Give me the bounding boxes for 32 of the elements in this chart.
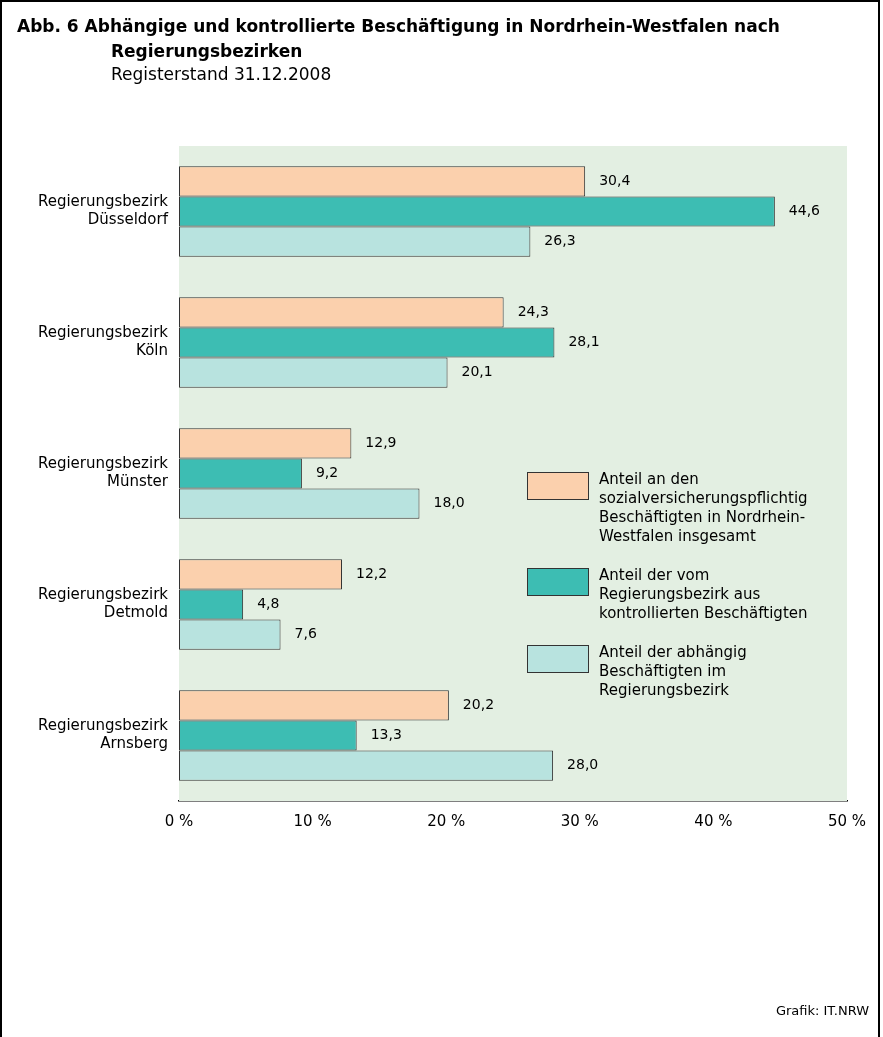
x-tick-label: 40 %: [694, 811, 733, 830]
x-tick-label: 20 %: [427, 811, 466, 830]
x-tick-label: 30 %: [560, 811, 599, 830]
x-tick-label: 50 %: [827, 811, 867, 830]
y-tick-label: Regierungsbezirk Köln: [37, 323, 169, 360]
y-tick-label: Regierungsbezirk Düsseldorf: [37, 192, 169, 229]
y-tick-label: Regierungsbezirk Arnsberg: [37, 716, 169, 753]
y-tick-label: Regierungsbezirk Münster: [37, 454, 169, 491]
data-label: 18,0: [433, 494, 465, 511]
data-label: 12,9: [365, 434, 397, 451]
chart-subtitle: Registerstand 31.12.2008: [111, 64, 332, 84]
legend-label: Anteil der vom Regierungsbezirk aus kontrollierten Beschäftigten: [599, 566, 809, 623]
chart-title: Abb. 6 Abhängige und kontrollierte Beschäftigung in Nordrhein-Westfalen nach Regierungsbezirken: [17, 15, 781, 63]
y-tick-label: Regierungsbezirk Detmold: [37, 585, 169, 622]
data-label: 20,1: [461, 363, 493, 380]
x-tick-label: 10 %: [293, 811, 332, 830]
text: Grafik: IT.NRW: [775, 1003, 869, 1018]
data-label: 9,2: [315, 464, 339, 481]
data-label: 44,6: [788, 202, 821, 219]
data-label: 12,2: [355, 565, 388, 582]
data-label: 24,3: [517, 303, 549, 320]
legend-label: Anteil an den sozialversicherungspflichtig Beschäftigten in Nordrhein-Westfalen insgesamt: [599, 470, 809, 546]
data-label: 13,3: [370, 726, 402, 743]
data-label: 20,2: [462, 696, 495, 713]
data-label: 28,1: [568, 333, 600, 350]
data-label: 26,3: [544, 232, 576, 249]
x-tick-label: 0 %: [164, 811, 194, 830]
data-label: 28,0: [567, 756, 599, 773]
legend-label: Anteil der abhängig Beschäftigten im Regierungsbezirk: [599, 643, 748, 700]
data-label: 7,6: [294, 625, 317, 642]
data-label: 4,8: [257, 595, 280, 612]
data-label: 30,4: [599, 172, 631, 189]
